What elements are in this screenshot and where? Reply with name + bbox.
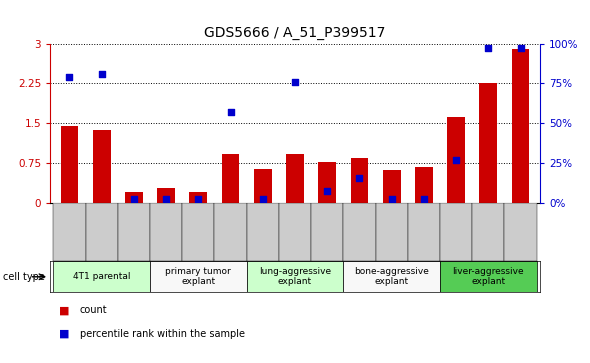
Bar (343, 261, 440, 292)
Point (451, 157, 461, 163)
Bar (150, 203, 182, 261)
Bar (214, 203, 247, 261)
Bar (472, 203, 504, 261)
Bar (158, 188, 175, 203)
Bar (279, 203, 311, 261)
Text: percentile rank within the sample: percentile rank within the sample (80, 329, 245, 339)
Bar (247, 261, 343, 292)
Text: lung-aggressive
explant: lung-aggressive explant (259, 267, 331, 286)
Point (419, 196, 428, 202)
Text: ■: ■ (59, 305, 70, 315)
Bar (350, 158, 368, 203)
Point (226, 109, 235, 115)
Bar (182, 203, 214, 261)
Text: cell type: cell type (3, 272, 45, 282)
Bar (440, 203, 472, 261)
Point (355, 175, 364, 181)
Bar (286, 154, 304, 203)
Point (162, 196, 171, 202)
Bar (93, 130, 110, 203)
Point (484, 45, 493, 51)
Point (516, 45, 525, 51)
Bar (319, 162, 336, 203)
Bar (247, 203, 279, 261)
Title: GDS5666 / A_51_P399517: GDS5666 / A_51_P399517 (204, 26, 386, 40)
Bar (53, 261, 150, 292)
Point (290, 79, 300, 85)
Bar (254, 169, 271, 203)
Point (97, 71, 106, 77)
Bar (86, 203, 118, 261)
Bar (125, 192, 143, 203)
Bar (222, 154, 240, 203)
Text: 4T1 parental: 4T1 parental (73, 272, 130, 281)
Point (323, 188, 332, 193)
Text: count: count (80, 305, 107, 315)
Bar (415, 167, 432, 203)
Bar (343, 203, 376, 261)
Bar (383, 170, 401, 203)
Point (258, 196, 267, 202)
Bar (440, 261, 537, 292)
Text: liver-aggressive
explant: liver-aggressive explant (453, 267, 524, 286)
Bar (376, 203, 408, 261)
Bar (480, 83, 497, 203)
Bar (118, 203, 150, 261)
Bar (311, 203, 343, 261)
Text: bone-aggressive
explant: bone-aggressive explant (354, 267, 429, 286)
Bar (408, 203, 440, 261)
Point (194, 196, 203, 202)
Bar (504, 203, 537, 261)
Bar (189, 192, 207, 203)
Bar (53, 203, 86, 261)
Point (65, 74, 74, 80)
Text: ■: ■ (59, 329, 70, 339)
Bar (447, 117, 465, 203)
Text: primary tumor
explant: primary tumor explant (165, 267, 231, 286)
Bar (61, 126, 78, 203)
Bar (512, 49, 529, 203)
Point (129, 196, 139, 202)
Bar (150, 261, 247, 292)
Point (387, 196, 396, 202)
